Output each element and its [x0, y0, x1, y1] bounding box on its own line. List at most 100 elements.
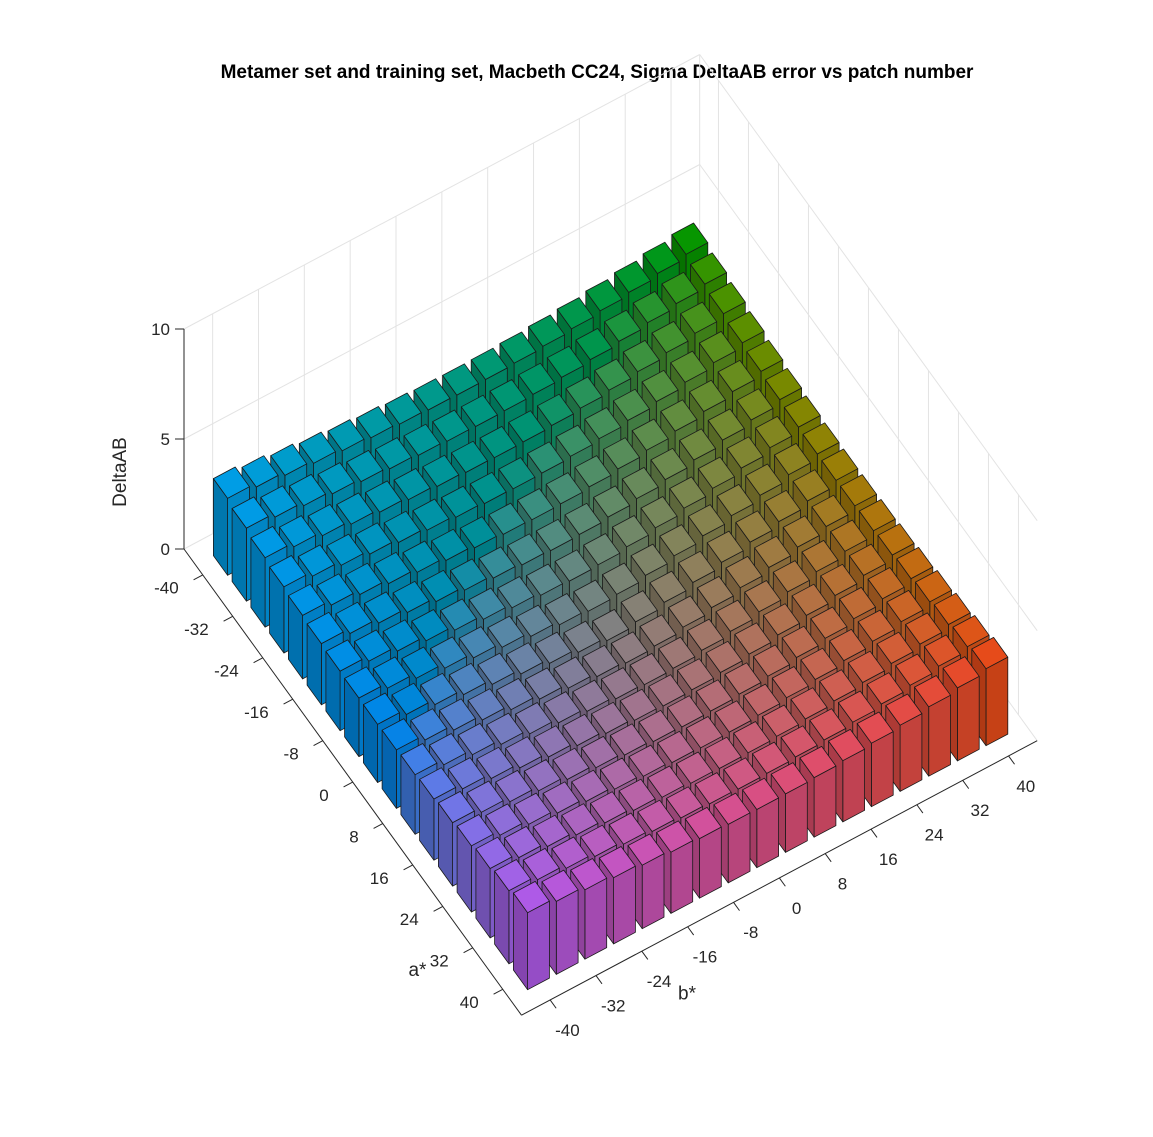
z-axis-title: DeltaAB	[110, 437, 131, 507]
bar-top-face	[518, 362, 556, 395]
bar-top-face	[363, 591, 401, 624]
bar-top-face	[537, 393, 574, 426]
bar-top-face	[676, 751, 713, 784]
bar-top-face	[618, 778, 656, 811]
bar-top-face	[487, 615, 525, 648]
bar-top-face	[651, 320, 689, 354]
bar-top-face	[447, 757, 485, 790]
bar-top-face	[971, 637, 1009, 670]
bar-top-face	[689, 379, 726, 412]
bar-top-face	[856, 711, 894, 744]
bar-top-face	[733, 721, 771, 754]
bars-layer	[212, 222, 1009, 991]
bar-top-face	[504, 826, 541, 858]
b-tick	[962, 780, 970, 789]
a-tick-label: -8	[284, 744, 299, 763]
bar-top-face	[419, 767, 457, 800]
bar-top-face	[565, 376, 603, 409]
bar-front-face	[641, 853, 665, 930]
bar-top-face	[896, 547, 934, 579]
bar-top-face	[723, 757, 761, 790]
bar-top-face	[656, 820, 694, 853]
bar-top-face	[670, 350, 708, 383]
b-tick-label: -24	[647, 972, 672, 991]
bar-top-face	[678, 550, 715, 583]
bar-front-face	[813, 765, 837, 838]
bar-top-face	[383, 510, 421, 543]
bar-top-face	[593, 485, 631, 518]
bar-top-face	[639, 614, 677, 647]
b-tick	[870, 828, 878, 838]
b-tick-label: 16	[879, 850, 898, 869]
bar-top-face	[895, 653, 933, 686]
bar-top-face	[877, 523, 915, 556]
b-tick-label: 24	[925, 826, 944, 845]
b-tick-label: -8	[743, 923, 758, 942]
bar-top-face	[580, 824, 617, 857]
bar-top-face	[858, 499, 896, 532]
bar-top-face	[649, 570, 687, 603]
bar-top-face	[614, 260, 651, 293]
bar-top-face	[552, 747, 590, 780]
bar-top-face	[468, 587, 506, 620]
bar-top-face	[629, 653, 667, 686]
bar-top-face	[499, 331, 537, 364]
a-tick	[433, 905, 443, 912]
a-tick-label: 8	[349, 827, 358, 846]
bar-top-face	[713, 792, 751, 825]
bar-top-face	[592, 609, 629, 642]
bar-top-face	[924, 634, 961, 667]
bar-top-face	[782, 515, 820, 548]
bar-top-face	[708, 281, 746, 315]
bar-top-face	[690, 252, 727, 285]
bar-top-face	[905, 612, 943, 645]
bar-top-face	[362, 692, 400, 725]
bar-top-face	[647, 765, 685, 798]
a-tick-label: 24	[400, 910, 419, 929]
a-tick-label: -32	[184, 620, 209, 639]
bar-top-face	[886, 590, 924, 623]
bar-top-face	[542, 781, 580, 814]
bar-top-face	[400, 743, 438, 776]
a-tick	[373, 823, 383, 829]
bar-top-face	[810, 606, 848, 639]
bar-top-face	[734, 622, 772, 655]
bar-top-face	[638, 709, 676, 742]
bar-top-face	[449, 558, 487, 591]
bar-top-face	[619, 688, 657, 721]
bar-top-face	[695, 679, 733, 712]
bar-top-face	[422, 454, 460, 487]
bar-top-face	[541, 869, 579, 902]
bar-top-face	[660, 399, 698, 432]
bar-top-face	[609, 723, 647, 756]
bar-top-face	[571, 769, 609, 802]
bar-top-face	[610, 631, 648, 664]
bar-top-face	[241, 455, 279, 488]
bar-top-face	[742, 777, 779, 810]
bar-top-face	[354, 629, 392, 662]
a-tick	[193, 574, 203, 581]
bar-top-face	[746, 339, 784, 372]
bar-top-face	[269, 555, 307, 588]
bar-top-face	[448, 662, 486, 695]
bar-top-face	[475, 836, 513, 869]
bar-top-face	[478, 546, 516, 579]
bar-top-face	[374, 437, 412, 470]
bar-top-face	[791, 583, 829, 616]
bar-top-face	[392, 580, 430, 613]
b-tick	[687, 926, 695, 936]
bar-top-face	[402, 540, 440, 573]
a-tick	[403, 864, 413, 871]
bar-top-face	[591, 701, 628, 734]
bar-top-face	[554, 549, 592, 582]
bar-top-face	[506, 642, 544, 675]
b-tick-label: 40	[1016, 777, 1035, 796]
bar-top-face	[534, 631, 572, 664]
bar-top-face	[752, 741, 789, 774]
bar-top-face	[839, 587, 876, 620]
bar-top-face	[421, 569, 459, 602]
bar-top-face	[648, 674, 686, 707]
bar-top-face	[574, 455, 612, 488]
bar-top-face	[627, 833, 665, 866]
bar-top-face	[575, 327, 613, 361]
